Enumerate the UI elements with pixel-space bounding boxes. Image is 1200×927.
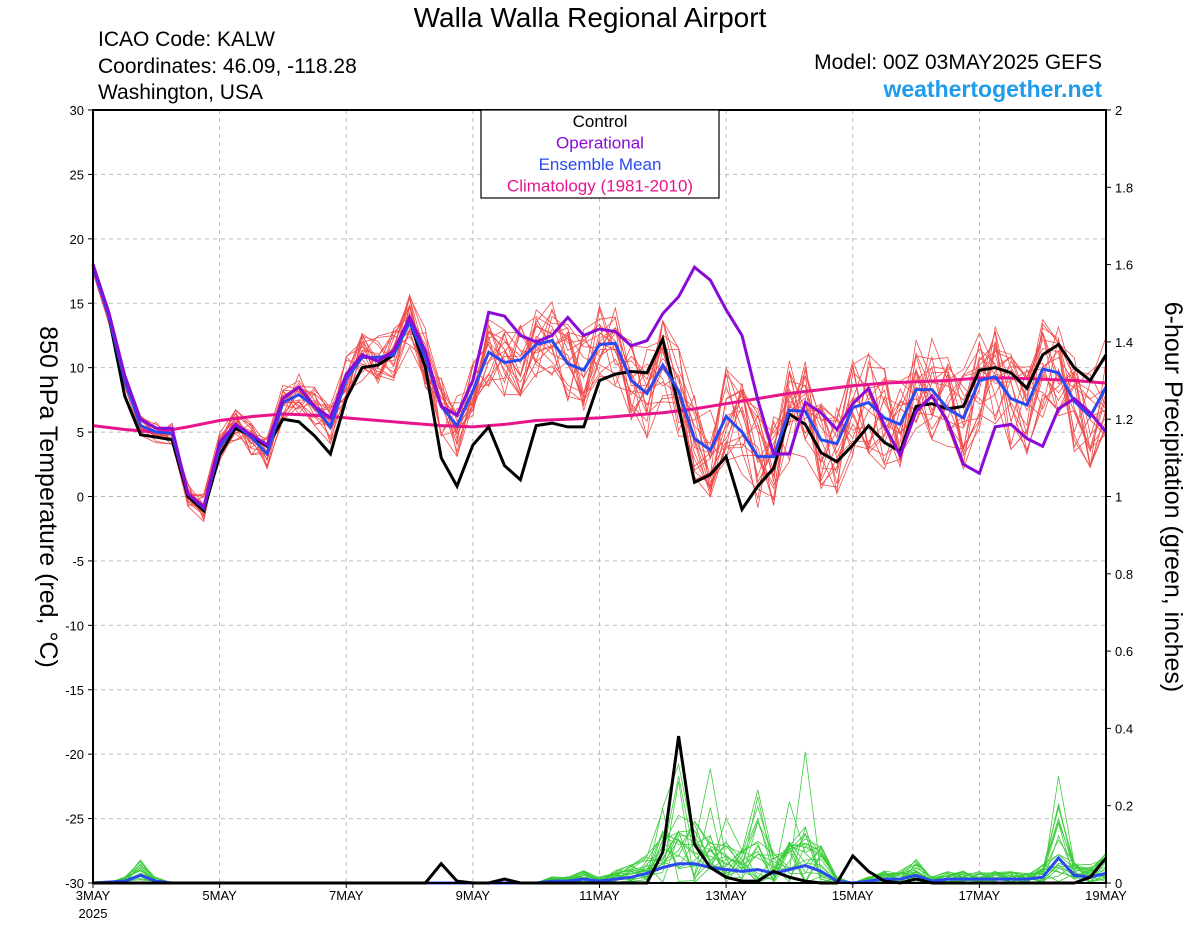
y2-tick-label: 1.2	[1115, 412, 1133, 427]
location: Washington, USA	[98, 81, 263, 104]
y2-tick-label: 0	[1115, 876, 1122, 891]
x-tick-label: 7MAY	[329, 888, 364, 903]
y2-tick-label: 2	[1115, 103, 1122, 118]
x-axis-ticks: 3MAY 2025 5MAY 7MAY 9MAY 11MAY 13MAY 15MAY 17MAY…	[76, 883, 1127, 921]
brand-link[interactable]: weathertogether.net	[883, 76, 1102, 102]
temperature-member-line	[92, 272, 1107, 507]
y2-tick-label: 0.4	[1115, 721, 1133, 736]
legend-entry: Operational	[556, 134, 644, 153]
y2-tick-label: 1	[1115, 490, 1122, 505]
y2-tick-label: 1.8	[1115, 180, 1133, 195]
legend-entry: Climatology (1981-2010)	[507, 177, 693, 196]
x-tick-label: 15MAY	[832, 888, 874, 903]
y-tick-label: -15	[65, 683, 84, 698]
icao-code: ICAO Code: KALW	[98, 28, 276, 51]
y2-tick-label: 0.6	[1115, 644, 1133, 659]
y-tick-label: -5	[72, 554, 84, 569]
y2-tick-label: 1.4	[1115, 335, 1133, 350]
y-tick-label: 0	[77, 490, 84, 505]
temperature-mean-line	[91, 266, 1108, 511]
x-tick-label: 17MAY	[959, 888, 1001, 903]
y2-tick-label: 1.6	[1115, 258, 1133, 273]
legend-entry: Control	[573, 112, 628, 131]
y-tick-label: 25	[70, 167, 84, 182]
y-tick-label: 5	[77, 425, 84, 440]
x-tick-year: 2025	[79, 906, 108, 921]
x-tick-label: 3MAY	[76, 888, 111, 903]
chart-title: Walla Walla Regional Airport	[413, 2, 767, 33]
precip-member-line	[93, 789, 1107, 884]
y2-axis-label: 6-hour Precipitation (green, inches)	[1159, 302, 1187, 692]
x-tick-label: 11MAY	[579, 888, 620, 903]
x-tick-label: 5MAY	[202, 888, 237, 903]
x-tick-label: 13MAY	[705, 888, 747, 903]
legend-box	[480, 109, 720, 199]
y-tick-label: 30	[70, 103, 84, 118]
temperature-operational-line	[91, 264, 1108, 510]
temperature-member-line	[92, 265, 1107, 498]
y-tick-label: -25	[65, 812, 84, 827]
y2-tick-label: 0.8	[1115, 567, 1133, 582]
y-tick-label: 20	[70, 232, 84, 247]
x-tick-label: 9MAY	[456, 888, 491, 903]
legend: Control Operational Ensemble Mean Climatolo…	[480, 109, 720, 199]
legend-entry: Ensemble Mean	[539, 155, 662, 174]
climatology-line	[92, 376, 1107, 434]
y-axis-label: 850 hPa Temperature (red, °C)	[34, 326, 62, 668]
y-tick-label: 10	[70, 361, 84, 376]
y-tick-label: -30	[65, 876, 84, 891]
y-tick-label: -10	[65, 618, 84, 633]
grid	[93, 110, 1106, 883]
left-axis-ticks: 30 25 20 15 10 5 0 -5 -10 -15 -20 -25 -30	[65, 103, 93, 891]
y-tick-label: -20	[65, 747, 84, 762]
right-axis-ticks: 2 1.8 1.6 1.4 1.2 1 0.8 0.6 0.4 0.2 0	[1106, 103, 1133, 891]
model-run: Model: 00Z 03MAY2025 GEFS	[814, 51, 1102, 74]
coordinates: Coordinates: 46.09, -118.28	[98, 55, 357, 78]
x-tick-label: 19MAY	[1085, 888, 1127, 903]
precip-mean-line	[92, 855, 1107, 885]
y2-tick-label: 0.2	[1115, 799, 1133, 814]
y-tick-label: 15	[70, 296, 84, 311]
